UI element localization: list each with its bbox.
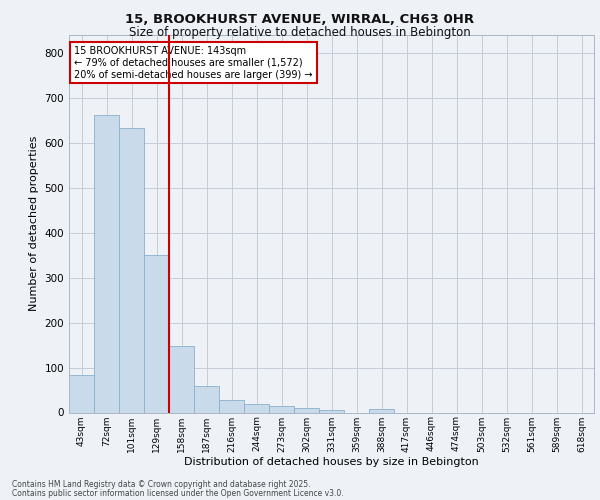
Bar [269,406,294,412]
Bar [169,346,194,412]
Bar [369,410,394,412]
Bar [294,408,319,412]
Bar [244,404,269,412]
Text: Size of property relative to detached houses in Bebington: Size of property relative to detached ho… [129,26,471,39]
Text: Contains public sector information licensed under the Open Government Licence v3: Contains public sector information licen… [12,488,344,498]
Text: Contains HM Land Registry data © Crown copyright and database right 2025.: Contains HM Land Registry data © Crown c… [12,480,311,489]
Bar [319,410,344,412]
Bar [194,386,219,412]
Text: 15, BROOKHURST AVENUE, WIRRAL, CH63 0HR: 15, BROOKHURST AVENUE, WIRRAL, CH63 0HR [125,13,475,26]
Y-axis label: Number of detached properties: Number of detached properties [29,136,39,312]
Bar [219,400,244,412]
Bar [94,115,119,412]
X-axis label: Distribution of detached houses by size in Bebington: Distribution of detached houses by size … [184,457,479,467]
Bar [69,375,94,412]
Bar [144,255,169,412]
Text: 15 BROOKHURST AVENUE: 143sqm
← 79% of detached houses are smaller (1,572)
20% of: 15 BROOKHURST AVENUE: 143sqm ← 79% of de… [74,46,313,80]
Bar [119,128,144,412]
